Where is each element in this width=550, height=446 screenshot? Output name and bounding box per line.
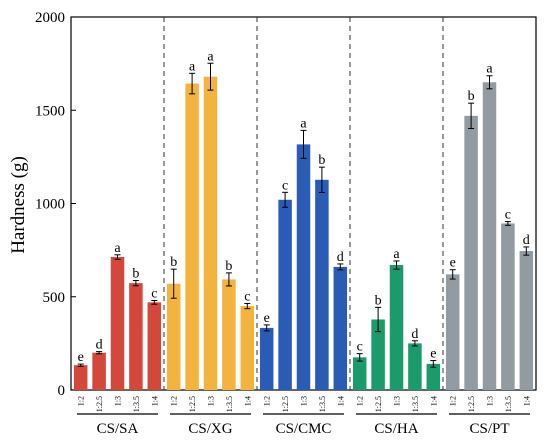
significance-letter: e [430, 347, 436, 362]
significance-letter: a [300, 116, 307, 131]
x-tick-label: 1:3 [486, 396, 495, 406]
significance-letter: e [264, 311, 270, 326]
bar [110, 257, 125, 390]
bar [73, 365, 88, 390]
bar [519, 251, 534, 390]
significance-letter: b [375, 293, 382, 308]
significance-letter: c [244, 289, 250, 304]
bar [371, 319, 385, 390]
bar [501, 223, 515, 390]
axes: 0 500 1000 1500 2000 1:2 1:2.5 1:3 1:3.5 1:4 CS/SA… [35, 10, 537, 437]
group-label: CS/XG [188, 421, 232, 437]
x-tick-label: 1:2 [77, 396, 86, 406]
bar [278, 199, 292, 390]
significance-letter: a [189, 59, 196, 74]
x-tick-label: 1:2 [449, 396, 458, 406]
bar [389, 265, 404, 390]
group-label: CS/CMC [276, 421, 332, 437]
significance-letter: b [468, 89, 475, 104]
x-tick-label: 1:4 [150, 396, 159, 406]
bar [222, 279, 236, 390]
x-tick-label: 1:3.5 [132, 396, 141, 412]
x-tick-label: 1:3 [114, 396, 123, 406]
x-tick-label: 1:4 [522, 396, 531, 406]
x-tick-label: 1:3 [300, 396, 309, 406]
significance-letter: b [225, 259, 232, 274]
bar [296, 144, 311, 390]
bar [333, 266, 348, 390]
x-tick-label: 1:2.5 [281, 396, 290, 412]
x-tick-label: 1:3.5 [225, 396, 234, 412]
x-tick-label: 1:3.5 [318, 396, 327, 412]
significance-letter: a [393, 247, 400, 262]
x-tick-label: 1:2.5 [95, 396, 104, 412]
bar [203, 76, 218, 391]
x-tick-label: 1:3 [393, 396, 402, 406]
y-axis-label: Hardness (g) [8, 156, 29, 254]
bar [166, 283, 181, 390]
bar [482, 82, 497, 391]
x-tick-label: 1:2 [356, 396, 365, 406]
x-tick-label: 1:2.5 [374, 396, 383, 412]
significance-letter: e [450, 256, 456, 271]
y-tick-label: 0 [58, 383, 66, 399]
significance-letter: d [523, 233, 530, 248]
x-tick-label: 1:2 [263, 396, 272, 406]
bar [92, 352, 106, 390]
significance-letter: c [282, 178, 288, 193]
bar [426, 363, 441, 390]
significance-letter: c [151, 286, 157, 301]
bar [259, 327, 274, 390]
x-tick-label: 1:2 [170, 396, 179, 406]
x-tick-label: 1:4 [243, 396, 252, 406]
significance-letter: d [337, 250, 344, 265]
significance-letter: c [505, 208, 511, 223]
y-tick-label: 1000 [35, 197, 65, 213]
x-tick-label: 1:2.5 [188, 396, 197, 412]
significance-letter: c [357, 340, 363, 355]
x-tick-label: 1:4 [429, 396, 438, 406]
significance-letter: e [78, 350, 84, 365]
significance-letter: a [114, 241, 121, 256]
bar [147, 302, 162, 390]
significance-letter: d [96, 338, 103, 353]
y-tick-label: 2000 [35, 10, 65, 26]
x-tick-label: 1:3.5 [504, 396, 513, 412]
x-tick-label: 1:3 [207, 396, 216, 406]
bar [240, 306, 255, 390]
x-tick-label: 1:2.5 [467, 396, 476, 412]
bar [129, 283, 143, 390]
significance-letter: a [207, 49, 214, 64]
group-label: CS/SA [97, 421, 139, 437]
group-label: CS/PT [469, 421, 509, 437]
bar [352, 357, 367, 390]
y-tick-label: 500 [43, 290, 66, 306]
bar [464, 115, 478, 390]
significance-letter: d [411, 327, 418, 342]
significance-letter: a [486, 62, 493, 77]
y-tick-label: 1500 [35, 103, 65, 119]
significance-letter: b [170, 255, 177, 270]
bar [445, 274, 460, 390]
significance-letter: b [132, 267, 139, 282]
x-tick-label: 1:4 [336, 396, 345, 406]
bar [185, 83, 199, 390]
significance-letter: b [318, 153, 325, 168]
x-tick-label: 1:3.5 [411, 396, 420, 412]
bar [408, 343, 422, 390]
group-label: CS/HA [374, 421, 418, 437]
bar [315, 179, 329, 390]
